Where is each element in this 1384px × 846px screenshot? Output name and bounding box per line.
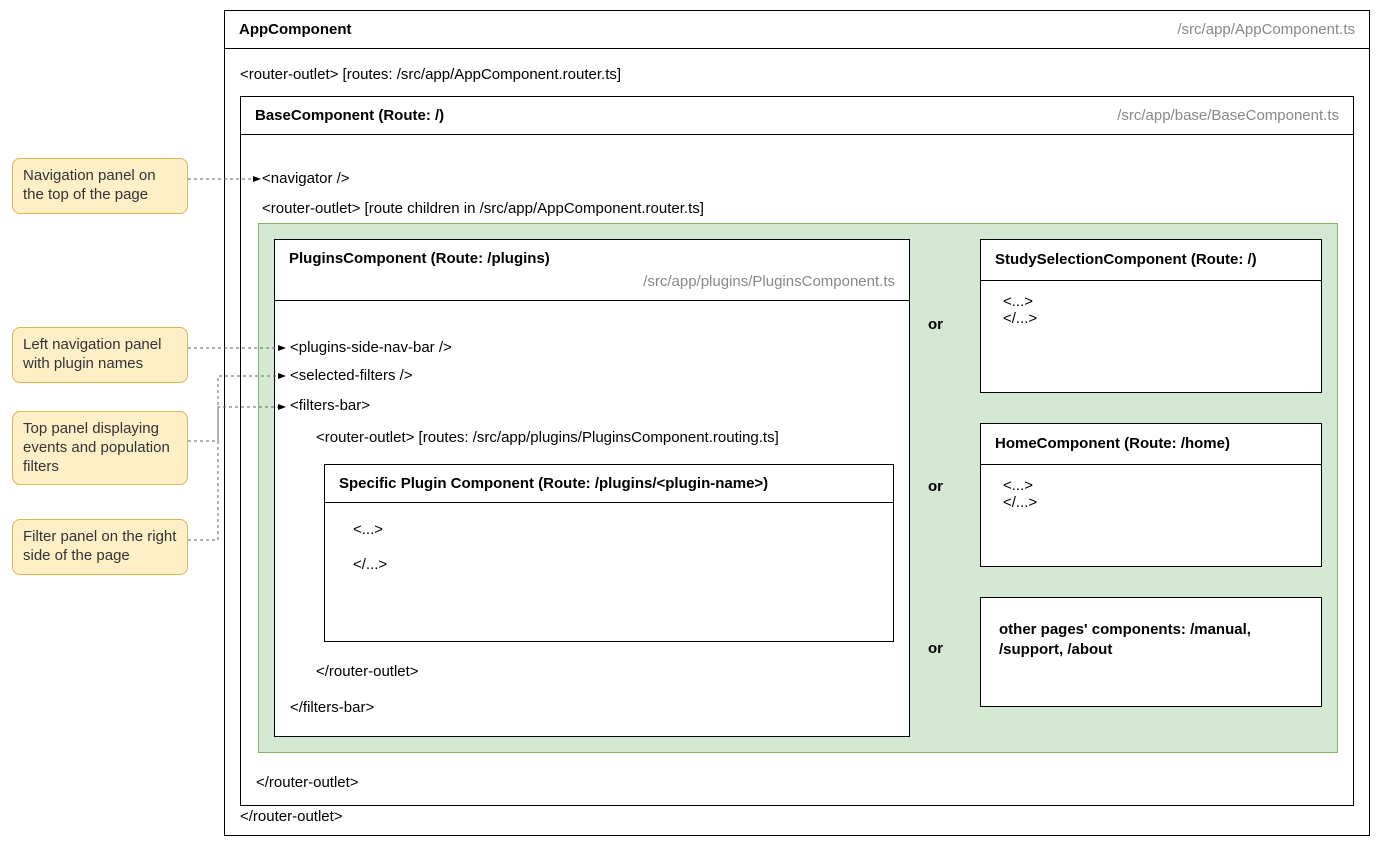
- callout-filter-panel-right: Filter panel on the right side of the pa…: [12, 519, 188, 575]
- other-pages-box: other pages' components: /manual, /suppo…: [980, 597, 1322, 707]
- base-component-path: /src/app/base/BaseComponent.ts: [1117, 107, 1339, 124]
- callout-left-nav: Left navigation panel with plugin names: [12, 327, 188, 383]
- app-component-title: AppComponent: [239, 21, 351, 38]
- home-component-title: HomeComponent (Route: /home): [995, 434, 1230, 454]
- app-component-header: AppComponent /src/app/AppComponent.ts: [225, 11, 1369, 49]
- open-tag: <...>: [1003, 293, 1299, 310]
- close-tag: </...>: [1003, 494, 1299, 511]
- filters-bar-open: <filters-bar>: [290, 397, 370, 414]
- base-component-header: BaseComponent (Route: /) /src/app/base/B…: [241, 97, 1353, 135]
- or-label: or: [928, 316, 943, 333]
- study-selection-component-box: StudySelectionComponent (Route: /) <...>…: [980, 239, 1322, 393]
- or-label: or: [928, 478, 943, 495]
- or-label: or: [928, 640, 943, 657]
- plugins-router-outlet-open: <router-outlet> [routes: /src/app/plugin…: [316, 429, 779, 446]
- specific-plugin-header: Specific Plugin Component (Route: /plugi…: [325, 465, 893, 503]
- base-router-outlet-open: <router-outlet> [route children in /src/…: [262, 200, 704, 217]
- app-component-path: /src/app/AppComponent.ts: [1177, 21, 1355, 38]
- plugins-component-path: /src/app/plugins/PluginsComponent.ts: [289, 273, 895, 290]
- home-component-box: HomeComponent (Route: /home) <...> </...…: [980, 423, 1322, 567]
- callout-top-panel-filters: Top panel displaying events and populati…: [12, 411, 188, 485]
- study-selection-title: StudySelectionComponent (Route: /): [995, 250, 1257, 270]
- other-pages-body: other pages' components: /manual, /suppo…: [981, 598, 1321, 681]
- specific-plugin-close-tag: </...>: [353, 556, 865, 573]
- other-pages-title: other pages' components: /manual, /suppo…: [999, 621, 1251, 658]
- plugins-component-title: PluginsComponent (Route: /plugins): [289, 250, 895, 267]
- specific-plugin-box: Specific Plugin Component (Route: /plugi…: [324, 464, 894, 642]
- base-router-outlet-close: </router-outlet>: [256, 774, 359, 791]
- plugins-router-outlet-close: </router-outlet>: [316, 663, 419, 680]
- app-router-outlet-close: </router-outlet>: [240, 808, 343, 825]
- home-component-header: HomeComponent (Route: /home): [981, 424, 1321, 465]
- app-router-outlet-open: <router-outlet> [routes: /src/app/AppCom…: [240, 66, 621, 83]
- study-selection-header: StudySelectionComponent (Route: /): [981, 240, 1321, 281]
- home-component-body: <...> </...>: [981, 465, 1321, 523]
- plugins-side-nav-tag: <plugins-side-nav-bar />: [290, 339, 452, 356]
- filters-bar-close: </filters-bar>: [290, 699, 374, 716]
- navigator-tag: <navigator />: [262, 170, 350, 187]
- callout-nav-top: Navigation panel on the top of the page: [12, 158, 188, 214]
- close-tag: </...>: [1003, 310, 1299, 327]
- specific-plugin-open-tag: <...>: [353, 521, 865, 538]
- plugins-component-header: PluginsComponent (Route: /plugins) /src/…: [275, 240, 909, 301]
- selected-filters-tag: <selected-filters />: [290, 367, 413, 384]
- study-selection-body: <...> </...>: [981, 281, 1321, 339]
- base-component-title: BaseComponent (Route: /): [255, 107, 444, 124]
- specific-plugin-body: <...> </...>: [325, 503, 893, 591]
- open-tag: <...>: [1003, 477, 1299, 494]
- specific-plugin-title: Specific Plugin Component (Route: /plugi…: [339, 475, 768, 492]
